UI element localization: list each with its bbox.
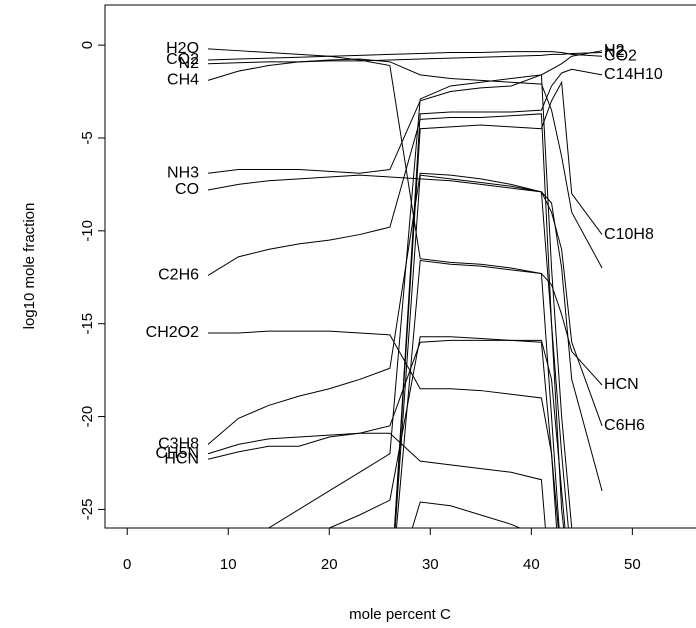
series-label: C6H6 <box>604 417 645 434</box>
series-line <box>394 68 603 528</box>
x-tick-label: 50 <box>624 556 641 573</box>
y-axis-label: log10 mole fraction <box>21 203 38 330</box>
series-line <box>328 336 558 528</box>
series-label: NH3 <box>167 164 199 181</box>
y-tick-label: 0 <box>79 41 96 49</box>
series-label: C10H8 <box>604 226 654 243</box>
series-label: CO2 <box>604 47 637 64</box>
series-label: CO2 <box>166 51 199 68</box>
series-label: CO <box>175 181 199 198</box>
series-label: H2O <box>166 40 199 57</box>
series-line <box>411 501 522 528</box>
series-label: C2H6 <box>158 267 199 284</box>
series-label: CH5N <box>155 445 199 462</box>
series-line <box>208 330 559 528</box>
series-label: N2 <box>604 44 625 61</box>
series-label: C3H8 <box>158 436 199 453</box>
y-tick-label: -10 <box>79 220 96 242</box>
x-tick-label: 30 <box>422 556 439 573</box>
series-label: N2 <box>179 55 200 72</box>
series-line <box>394 174 603 528</box>
series-line <box>207 113 565 528</box>
series-line <box>267 50 603 528</box>
series-label: HCN <box>604 376 639 393</box>
x-tick-label: 10 <box>220 556 237 573</box>
x-tick-label: 20 <box>321 556 338 573</box>
series-line <box>207 339 566 528</box>
series-line <box>207 58 603 269</box>
series-line <box>207 174 603 491</box>
y-tick-label: -20 <box>79 406 96 428</box>
series-line <box>208 51 603 61</box>
x-tick-label: 40 <box>523 556 540 573</box>
series-line <box>207 74 573 528</box>
series-line <box>208 52 603 65</box>
series-line <box>207 172 569 528</box>
series-line <box>395 259 603 528</box>
y-tick-label: -5 <box>79 131 96 144</box>
x-tick-label: 0 <box>123 556 131 573</box>
y-tick-label: -15 <box>79 313 96 335</box>
series-label: CH2O2 <box>146 324 199 341</box>
series-label: CH4 <box>167 72 199 89</box>
series-line <box>207 432 546 528</box>
y-tick-label: -25 <box>79 499 96 521</box>
series-line <box>208 48 560 528</box>
series-label: H2 <box>604 42 625 59</box>
x-axis-label: mole percent C <box>349 606 451 623</box>
series-label: HCN <box>164 451 199 468</box>
series-line <box>394 80 603 528</box>
plot-lines <box>207 48 603 528</box>
series-label: C14H10 <box>604 66 663 83</box>
